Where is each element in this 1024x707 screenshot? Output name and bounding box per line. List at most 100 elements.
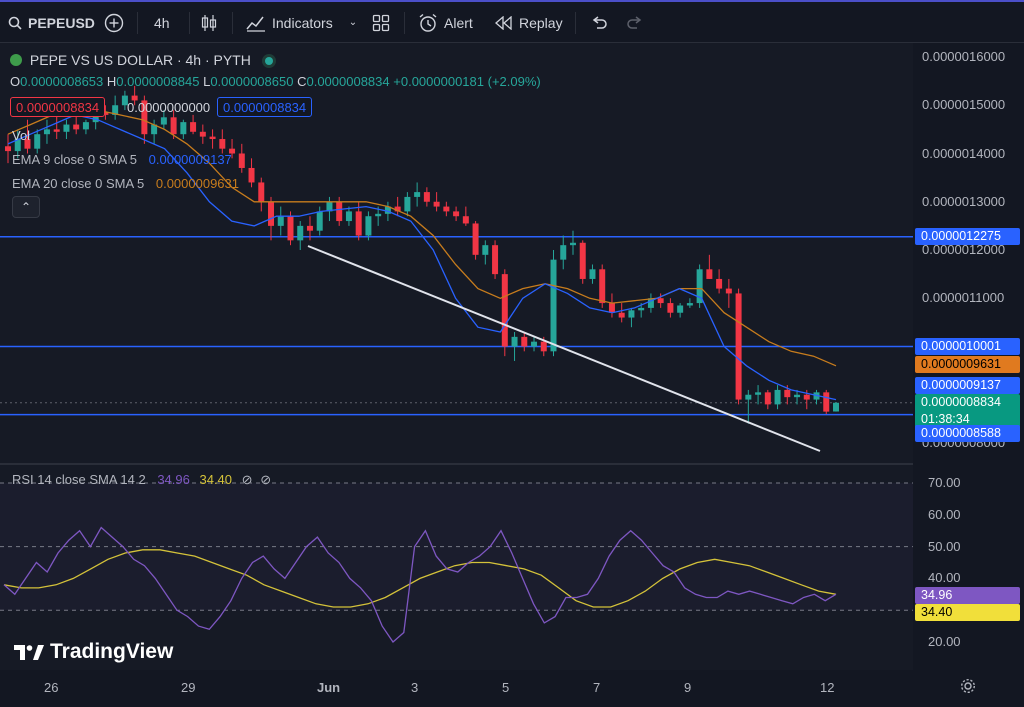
spread-value: 0.0000000000 — [127, 100, 211, 115]
time-axis-label: 9 — [684, 680, 692, 695]
candle-body — [608, 303, 615, 313]
time-axis[interactable] — [0, 670, 1024, 707]
candle-body — [764, 392, 771, 405]
candle-body — [755, 392, 762, 395]
top-toolbar: PEPEUSD 4h Indicators ⌄ Alert Replay — [0, 0, 1024, 43]
candle-body — [725, 288, 732, 294]
candle-body — [287, 216, 294, 241]
time-axis-label: 26 — [44, 680, 59, 695]
time-axis-label: 5 — [502, 680, 510, 695]
ema20-legend[interactable]: EMA 20 close 0 SMA 5 0.0000009631 — [12, 176, 239, 191]
chevron-down-icon: ⌄ — [348, 17, 358, 28]
last-price-tag: 0.0000008834 01:38:34 — [915, 394, 1020, 428]
candle-body — [511, 336, 518, 347]
rsi-sma-tag: 34.40 — [915, 604, 1020, 621]
search-icon — [8, 16, 22, 30]
candle-body — [501, 274, 508, 347]
rsi-axis-label: 70.00 — [928, 475, 961, 490]
close-label: C — [297, 74, 307, 89]
candle-body — [462, 216, 469, 224]
time-axis-label: 29 — [181, 680, 196, 695]
candle-body — [638, 307, 645, 311]
collapse-legend-button[interactable]: ⌃ — [12, 196, 40, 218]
add-symbol-button[interactable] — [104, 2, 124, 43]
tradingview-logo[interactable]: TradingView — [14, 640, 173, 664]
candle-body — [677, 305, 684, 313]
candle-body — [628, 310, 635, 318]
low-value: 0.0000008650 — [210, 74, 294, 89]
change-value: +0.0000000181 (+2.09%) — [393, 74, 541, 89]
alert-label: Alert — [444, 14, 473, 31]
time-settings-button[interactable] — [960, 678, 976, 699]
replay-button[interactable]: Replay — [495, 2, 563, 43]
volume-label[interactable]: Vol — [12, 128, 31, 143]
candle-body — [560, 245, 567, 260]
candle-body — [209, 136, 216, 140]
low-label: L — [203, 74, 211, 89]
gear-icon — [960, 678, 976, 694]
brand-label: TradingView — [50, 640, 174, 663]
symbol-label: PEPEUSD — [28, 14, 95, 31]
pane-divider[interactable] — [0, 463, 913, 465]
hidden-eye-icon[interactable]: ⊘ — [241, 472, 253, 487]
chevron-up-icon: ⌃ — [20, 200, 32, 214]
candles-icon — [201, 14, 217, 31]
candle-body — [784, 389, 791, 398]
candle-body — [219, 139, 226, 149]
indicators-button[interactable]: Indicators ⌄ — [246, 2, 357, 43]
toolbar-divider — [137, 12, 138, 34]
candle-body — [297, 225, 304, 241]
alert-button[interactable]: Alert — [418, 2, 473, 43]
candle-body — [375, 213, 382, 217]
candle-body — [121, 95, 128, 106]
interval-button[interactable]: 4h — [154, 2, 170, 43]
candle-body — [160, 117, 167, 125]
candle-body — [433, 201, 440, 207]
candle-body — [394, 206, 401, 212]
rsi-sma-value: 34.40 — [199, 472, 233, 487]
candle-body — [657, 298, 664, 304]
candle-body — [550, 259, 557, 352]
candle-body — [5, 146, 11, 152]
candle-body — [384, 206, 391, 214]
rsi-legend[interactable]: RSI 14 close SMA 14 2 34.96 34.40 ⊘ ⊘ — [12, 472, 271, 488]
rsi-label: RSI 14 close SMA 14 2 — [12, 472, 146, 487]
chart-type-button[interactable] — [200, 2, 218, 43]
candle-body — [706, 269, 713, 279]
candle-body — [472, 223, 479, 255]
layouts-button[interactable] — [372, 2, 390, 43]
candle-body — [43, 129, 50, 135]
buy-button[interactable]: 0.0000008834 — [217, 97, 313, 117]
time-axis-label: 12 — [820, 680, 835, 695]
rsi-axis-label: 50.00 — [928, 538, 961, 554]
legend-title: PEPE VS US DOLLAR · 4h · PYTH — [29, 52, 251, 68]
candle-body — [180, 122, 187, 135]
ema9-legend[interactable]: EMA 9 close 0 SMA 5 0.0000009137 — [12, 152, 232, 167]
time-axis-label: Jun — [317, 680, 341, 695]
redo-button[interactable] — [626, 2, 644, 43]
bar-countdown: 01:38:34 — [921, 412, 970, 426]
price-axis-label: 0.0000014000 — [922, 145, 1006, 161]
price-axis-label: 0.0000015000 — [922, 97, 1006, 113]
plus-circle-icon — [104, 13, 124, 32]
sell-button[interactable]: 0.0000008834 — [10, 97, 106, 117]
candle-body — [716, 278, 723, 289]
undo-button[interactable] — [590, 2, 608, 43]
toolbar-divider — [189, 12, 190, 34]
candle-body — [365, 216, 372, 236]
rsi-pane[interactable] — [0, 465, 913, 670]
candle-body — [579, 242, 586, 279]
indicators-label: Indicators — [272, 14, 333, 31]
candle-body — [82, 122, 89, 130]
candle-body — [229, 148, 236, 154]
candle-body — [151, 124, 158, 135]
candle-body — [131, 95, 138, 101]
hidden-eye-icon[interactable]: ⊘ — [260, 472, 272, 487]
candle-body — [745, 394, 752, 400]
symbol-search[interactable]: PEPEUSD — [8, 2, 95, 43]
pepe-logo-icon — [10, 54, 22, 66]
rsi-axis-label: 40.00 — [928, 570, 961, 586]
ema20-value: 0.0000009631 — [155, 176, 240, 191]
candle-body — [404, 196, 411, 212]
candle-body — [92, 112, 99, 123]
